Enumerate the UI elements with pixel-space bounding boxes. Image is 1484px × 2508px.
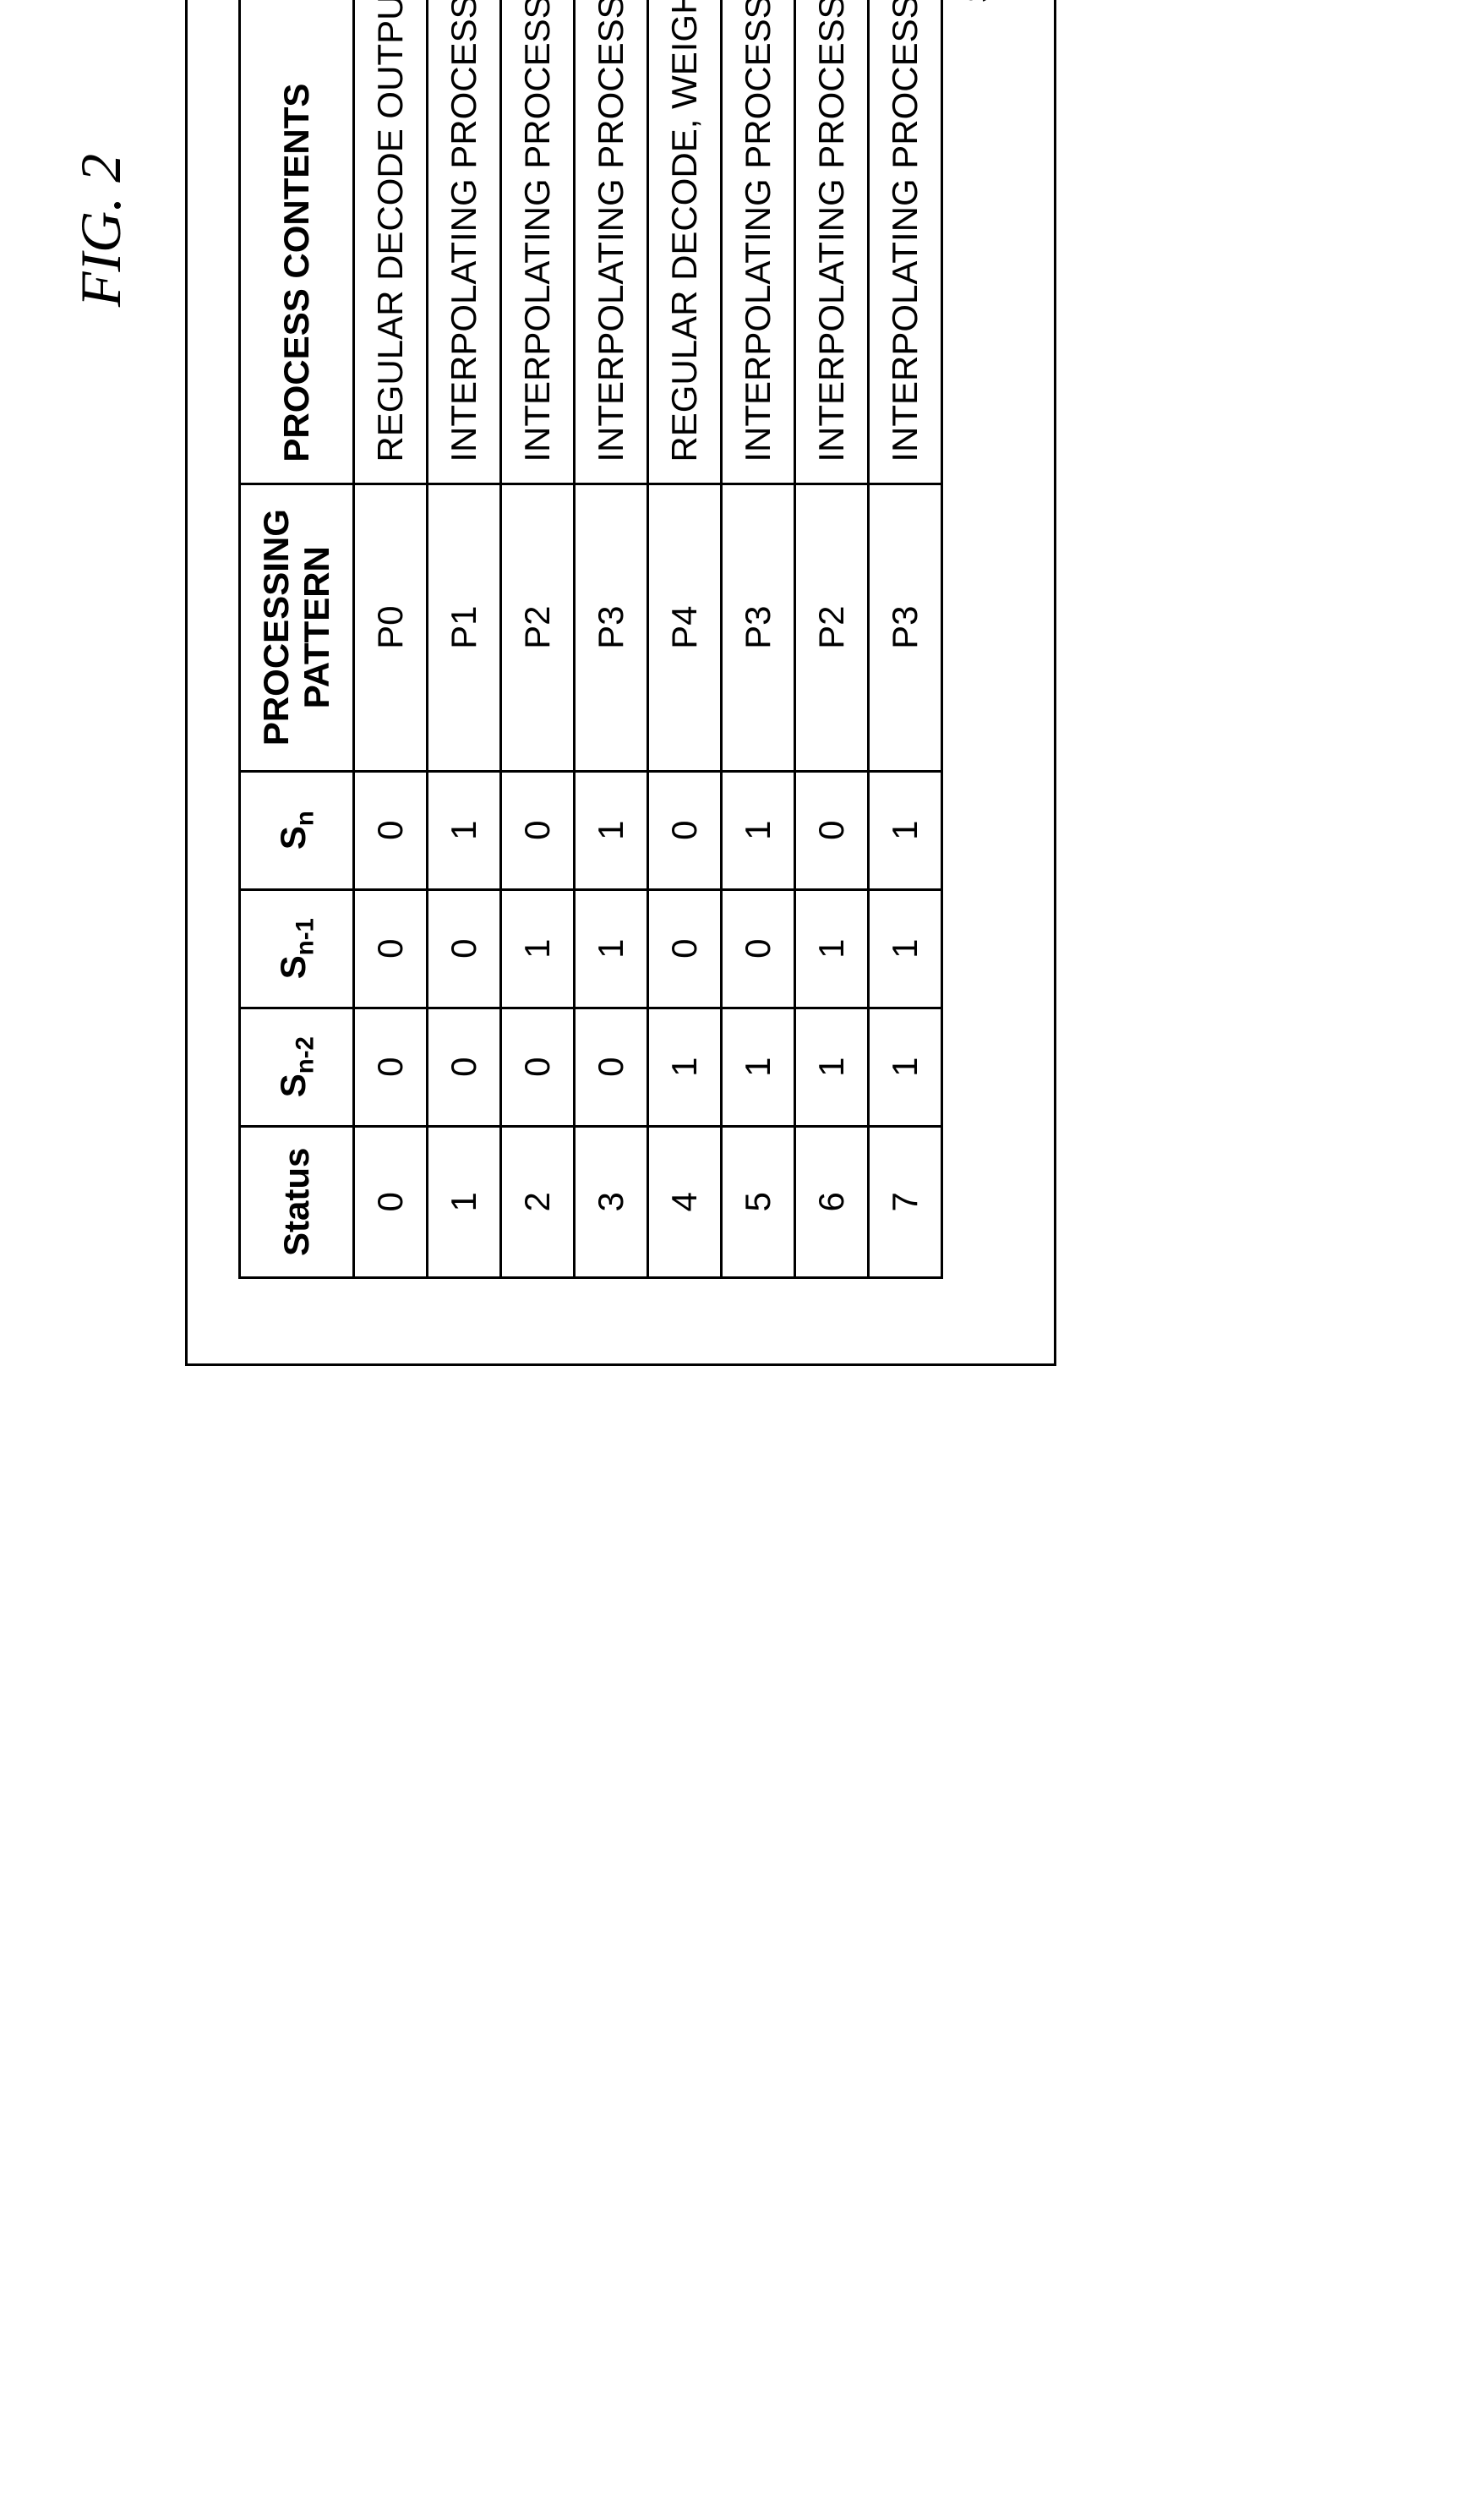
cell-pattern: P3 bbox=[722, 484, 795, 771]
cell-sn-1: 0 bbox=[648, 889, 722, 1008]
cell-status: 4 bbox=[648, 1126, 722, 1277]
table-row: 4 1 0 0 P4 REGULAR DECODE, WEIGHTED OVER… bbox=[648, 0, 722, 1278]
table-row: 3 0 1 1 P3 INTERPOLATING PROCESS (CONTIN… bbox=[575, 0, 648, 1278]
cell-sn: 1 bbox=[428, 771, 501, 889]
table-row: 1 0 0 1 P1 INTERPOLATING PROCESS (INITIA… bbox=[428, 0, 501, 1278]
table-body: 0 0 0 0 P0 REGULAR DECODE OUTPUT 1 0 0 1… bbox=[354, 0, 942, 1278]
cell-contents: INTERPOLATING PROCESS (CONTINUED), DECOD… bbox=[501, 0, 575, 484]
cell-sn: 0 bbox=[501, 771, 575, 889]
cell-pattern: P3 bbox=[575, 484, 648, 771]
cell-sn-1: 0 bbox=[428, 889, 501, 1008]
cell-status: 1 bbox=[428, 1126, 501, 1277]
cell-status: 0 bbox=[354, 1126, 428, 1277]
table-header-row: Status Sn-2 Sn-1 Sn PROCESSINGPATTERN PR… bbox=[240, 0, 354, 1278]
cell-pattern: P1 bbox=[428, 484, 501, 771]
table-row: 5 1 0 1 P3 INTERPOLATING PROCESS (CONTIN… bbox=[722, 0, 795, 1278]
table-row: 0 0 0 0 P0 REGULAR DECODE OUTPUT bbox=[354, 0, 428, 1278]
cell-contents: INTERPOLATING PROCESS (CONTINUED) bbox=[722, 0, 795, 484]
figure-outer-box: Status Sn-2 Sn-1 Sn PROCESSINGPATTERN PR… bbox=[185, 0, 1056, 1366]
col-header-status: Status bbox=[240, 1126, 354, 1277]
cell-sn: 1 bbox=[722, 771, 795, 889]
cell-pattern: P4 bbox=[648, 484, 722, 771]
cell-sn-2: 0 bbox=[575, 1008, 648, 1126]
col-header-sn-1: Sn-1 bbox=[240, 889, 354, 1008]
cell-sn-2: 0 bbox=[501, 1008, 575, 1126]
table-row: 6 1 1 0 P2 INTERPOLATING PROCESS (CONTIN… bbox=[795, 0, 869, 1278]
cell-sn-1: 0 bbox=[722, 889, 795, 1008]
cell-sn-2: 0 bbox=[354, 1008, 428, 1126]
cell-sn-2: 1 bbox=[795, 1008, 869, 1126]
cell-contents: INTERPOLATING PROCESS (CONTINUED) bbox=[575, 0, 648, 484]
cell-sn: 1 bbox=[869, 771, 942, 889]
cell-sn-1: 0 bbox=[354, 889, 428, 1008]
col-header-pattern: PROCESSINGPATTERN bbox=[240, 484, 354, 771]
table-header: Status Sn-2 Sn-1 Sn PROCESSINGPATTERN PR… bbox=[240, 0, 354, 1278]
cell-contents: INTERPOLATING PROCESS (CONTINUED), DECOD… bbox=[795, 0, 869, 484]
cell-status: 2 bbox=[501, 1126, 575, 1277]
status-table: Status Sn-2 Sn-1 Sn PROCESSINGPATTERN PR… bbox=[238, 0, 943, 1279]
figure-container: FIG. 2 Status Sn-2 Sn-1 Sn PROCESSINGPAT… bbox=[0, 0, 1124, 1484]
cell-contents: INTERPOLATING PROCESS (CONTINUED) bbox=[869, 0, 942, 484]
table-footnote: Sn: MISSING FLAG OF FRAME n 0 = OK, 1 = … bbox=[957, 0, 1003, 1279]
cell-pattern: P2 bbox=[795, 484, 869, 771]
cell-sn-2: 1 bbox=[722, 1008, 795, 1126]
cell-status: 7 bbox=[869, 1126, 942, 1277]
cell-contents: REGULAR DECODE, WEIGHTED OVERLAP ADDITIO… bbox=[648, 0, 722, 484]
cell-sn-1: 1 bbox=[869, 889, 942, 1008]
cell-sn: 0 bbox=[648, 771, 722, 889]
cell-pattern: P2 bbox=[501, 484, 575, 771]
cell-pattern: P3 bbox=[869, 484, 942, 771]
col-header-sn: Sn bbox=[240, 771, 354, 889]
cell-sn: 1 bbox=[575, 771, 648, 889]
col-header-sn-2: Sn-2 bbox=[240, 1008, 354, 1126]
cell-status: 3 bbox=[575, 1126, 648, 1277]
cell-contents: INTERPOLATING PROCESS (INITIAL SEARCH) bbox=[428, 0, 501, 484]
table-row: 7 1 1 1 P3 INTERPOLATING PROCESS (CONTIN… bbox=[869, 0, 942, 1278]
cell-sn-2: 0 bbox=[428, 1008, 501, 1126]
cell-sn: 0 bbox=[795, 771, 869, 889]
table-row: 2 0 1 0 P2 INTERPOLATING PROCESS (CONTIN… bbox=[501, 0, 575, 1278]
cell-sn-1: 1 bbox=[575, 889, 648, 1008]
cell-status: 6 bbox=[795, 1126, 869, 1277]
cell-pattern: P0 bbox=[354, 484, 428, 771]
col-header-contents: PROCESS CONTENTS bbox=[240, 0, 354, 484]
cell-sn-2: 1 bbox=[648, 1008, 722, 1126]
cell-sn-1: 1 bbox=[795, 889, 869, 1008]
figure-label: FIG. 2 bbox=[68, 0, 134, 1366]
cell-sn: 0 bbox=[354, 771, 428, 889]
cell-status: 5 bbox=[722, 1126, 795, 1277]
cell-contents: REGULAR DECODE OUTPUT bbox=[354, 0, 428, 484]
cell-sn-1: 1 bbox=[501, 889, 575, 1008]
cell-sn-2: 1 bbox=[869, 1008, 942, 1126]
